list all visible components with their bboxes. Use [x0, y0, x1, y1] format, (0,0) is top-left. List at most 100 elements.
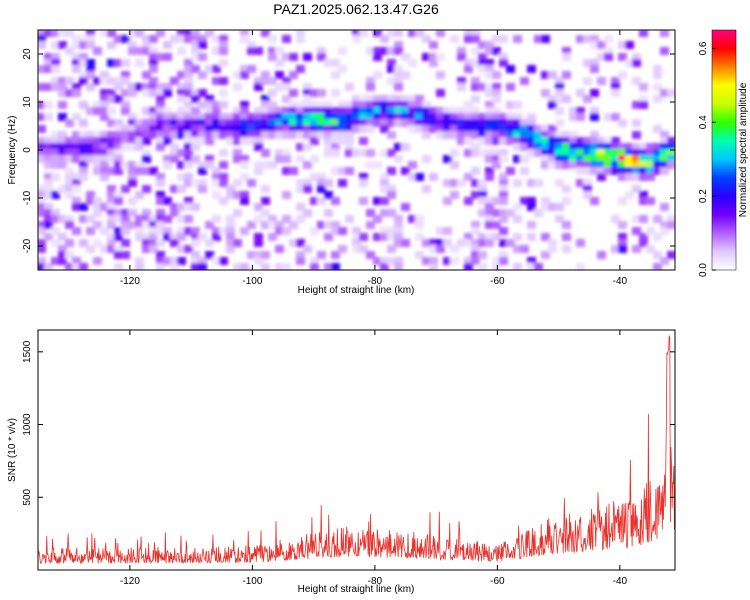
spectrogram-cell — [597, 155, 606, 163]
spectrogram-cell — [93, 161, 102, 169]
spectrogram-cell — [191, 41, 200, 49]
spectrogram-cell — [345, 107, 354, 115]
spectrogram-cell — [184, 155, 193, 163]
spectrogram-cell — [387, 59, 396, 67]
spectrogram-cell — [506, 239, 515, 247]
spectrogram-cell — [338, 113, 347, 121]
spectrogram-cell — [100, 95, 109, 103]
spectrogram-cell — [513, 125, 522, 133]
spectrogram-cell — [548, 95, 557, 103]
spectrogram-cell — [65, 185, 74, 193]
spectrogram-cell — [464, 173, 473, 181]
spectrogram-cell — [289, 239, 298, 247]
spectrogram-cell — [366, 113, 375, 121]
spectrogram-cell — [366, 149, 375, 157]
spectrogram-cell — [422, 257, 431, 265]
spectrogram-cell — [569, 137, 578, 145]
spectrogram-cell — [373, 197, 382, 205]
spectrogram-cell — [261, 221, 270, 229]
spectrogram-cell — [219, 257, 228, 265]
spectrogram-cell — [625, 161, 634, 169]
spectrogram-cell — [450, 191, 459, 199]
spectrogram-cell — [212, 101, 221, 109]
spectrogram-cell — [93, 197, 102, 205]
spectrogram-cell — [352, 35, 361, 43]
spectrogram-cell — [93, 143, 102, 151]
spectrogram-cell — [373, 161, 382, 169]
spectrogram-cell — [142, 35, 151, 43]
spectrogram-cell — [464, 113, 473, 121]
snr-x-tick-label: -60 — [490, 576, 505, 587]
spectrogram-cell — [93, 47, 102, 55]
spectrogram-cell — [331, 137, 340, 145]
spectrogram-cell — [338, 245, 347, 253]
spectrogram-cell — [79, 167, 88, 175]
spectrogram-cell — [205, 95, 214, 103]
colorbar-label: Normalized spectral amplitude — [738, 82, 749, 217]
spectrogram-cell — [604, 161, 613, 169]
spectrogram-cell — [415, 173, 424, 181]
spectrogram-cell — [373, 119, 382, 127]
spectrogram-cell — [324, 131, 333, 139]
spectrogram-cell — [121, 221, 130, 229]
spectrogram-cell — [590, 65, 599, 73]
spectrogram-cell — [632, 215, 641, 223]
spectrogram-cell — [478, 83, 487, 91]
spectrogram-cell — [450, 149, 459, 157]
spectrogram-cell — [184, 119, 193, 127]
spectrogram-cell — [457, 125, 466, 133]
spectrogram-cell — [618, 41, 627, 49]
spectrogram-cell — [464, 257, 473, 265]
spectrogram-cell — [38, 245, 46, 253]
spectrogram-cell — [401, 101, 410, 109]
spectrogram-cell — [65, 155, 74, 163]
spectrogram-cell — [310, 173, 319, 181]
spectrogram-cell — [492, 83, 501, 91]
spectrogram-cell — [170, 77, 179, 85]
spectrogram-cell — [618, 119, 627, 127]
spectrogram-cell — [548, 71, 557, 79]
spectrogram-y-ticks: -20 -10 0 10 20 — [22, 48, 675, 253]
spectrogram-cell — [667, 137, 675, 145]
spectrogram-cell — [394, 41, 403, 49]
spectrogram-cell — [464, 137, 473, 145]
spectrogram-cell — [534, 263, 543, 270]
spectrogram-cell — [464, 263, 473, 270]
spectrogram-cell — [72, 263, 81, 270]
colorbar: 0.0 0.2 0.4 0.6 Normalized spectral amplitu… — [698, 29, 749, 277]
spectrogram-cell — [72, 131, 81, 139]
spectrogram-cell — [65, 89, 74, 97]
spectrogram-cell — [44, 137, 53, 145]
spectrogram-cell — [422, 131, 431, 139]
spectrogram-cell — [618, 53, 627, 61]
spectrogram-x-axis-label: Height of straight line (km) — [298, 285, 415, 296]
spectrogram-cell — [254, 233, 263, 241]
spectrogram-cell — [212, 35, 221, 43]
spectrogram-cell — [639, 143, 648, 151]
spectrogram-cell — [478, 149, 487, 157]
spectrogram-cell — [212, 77, 221, 85]
spectrogram-cell — [44, 179, 53, 187]
spectrogram-cell — [457, 53, 466, 61]
spectrogram-cell — [555, 131, 564, 139]
spectrogram-cell — [653, 167, 662, 175]
spectrogram-cell — [163, 227, 172, 235]
spectrogram-cell — [58, 143, 67, 151]
spectrogram-cell — [345, 83, 354, 91]
spectrogram-cell — [380, 257, 389, 265]
spectrogram-cell — [520, 197, 529, 205]
spectrogram-cell — [86, 245, 95, 253]
spectrogram-cell — [149, 221, 158, 229]
spectrogram-cell — [233, 83, 242, 91]
spectrogram-cell — [359, 233, 368, 241]
spectrogram-cell — [492, 107, 501, 115]
spectrogram-cell — [352, 101, 361, 109]
spectrogram-cell — [366, 107, 375, 115]
snr-y-ticks: 500 1000 1500 — [22, 340, 675, 506]
spectrogram-cell — [667, 251, 675, 259]
colorbar-ticks: 0.0 0.2 0.4 0.6 — [698, 41, 716, 277]
spectrogram-cell — [380, 101, 389, 109]
spectrogram-cell — [520, 131, 529, 139]
spectrogram-cell — [163, 119, 172, 127]
spectrogram-cell — [478, 131, 487, 139]
